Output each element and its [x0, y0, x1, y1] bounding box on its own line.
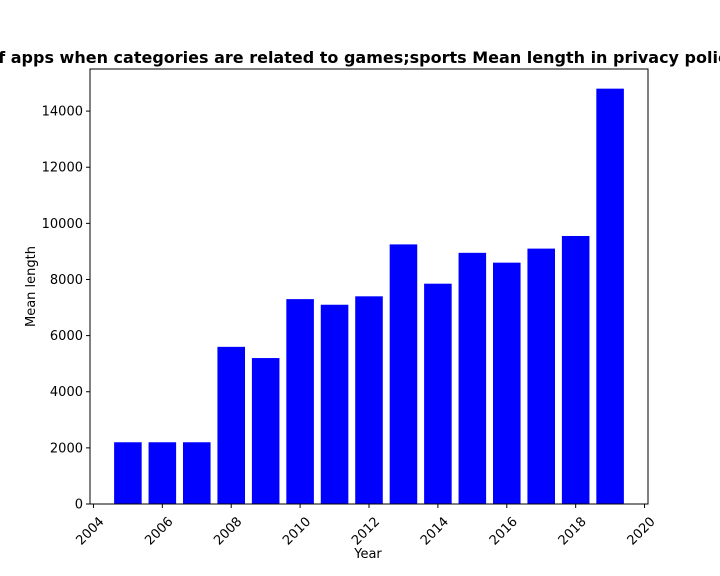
bar-2005 [114, 442, 142, 504]
bar-2019 [596, 88, 624, 505]
bar-2015 [458, 252, 487, 504]
x-tick-label: 2020 [625, 514, 659, 548]
bar-2006 [148, 442, 177, 504]
y-tick-label: 8000 [50, 273, 83, 288]
x-tick-label: 2016 [487, 514, 521, 548]
bar-2008 [217, 346, 245, 504]
x-tick-label: 2006 [142, 514, 176, 548]
bar-2013 [389, 244, 418, 504]
bar-2009 [251, 358, 280, 504]
y-axis-ticks: 0 2000 4000 6000 8000 10000 12000 14000 [42, 105, 90, 513]
bars-group [114, 88, 624, 505]
bar-2007 [183, 442, 211, 504]
y-tick-label: 12000 [42, 161, 83, 176]
bar-2014 [424, 283, 452, 504]
bar-2010 [286, 299, 314, 504]
bar-2018 [561, 235, 590, 505]
x-axis-ticks: 2004 2006 2008 2010 2012 2014 2016 2018 2020 [73, 504, 659, 548]
x-tick-label: 2008 [211, 514, 245, 548]
y-tick-label: 4000 [50, 385, 83, 400]
x-tick-label: 2018 [556, 514, 590, 548]
y-tick-label: 10000 [42, 217, 83, 232]
x-tick-label: 2010 [280, 514, 314, 548]
bar-2012 [355, 296, 383, 504]
x-tick-label: 2014 [418, 514, 452, 548]
y-tick-label: 2000 [50, 441, 83, 456]
y-tick-label: 0 [75, 498, 83, 513]
y-axis-label: Mean length [24, 246, 39, 327]
y-tick-label: 14000 [42, 105, 83, 120]
x-axis-label: Year [353, 547, 382, 562]
chart-title: Number of apps when categories are relat… [0, 48, 720, 67]
bar-2017 [527, 248, 555, 504]
x-tick-label: 2012 [349, 514, 383, 548]
y-tick-label: 6000 [50, 329, 83, 344]
bar-2011 [320, 304, 349, 504]
bar-2016 [493, 262, 521, 504]
x-tick-label: 2004 [73, 514, 107, 548]
